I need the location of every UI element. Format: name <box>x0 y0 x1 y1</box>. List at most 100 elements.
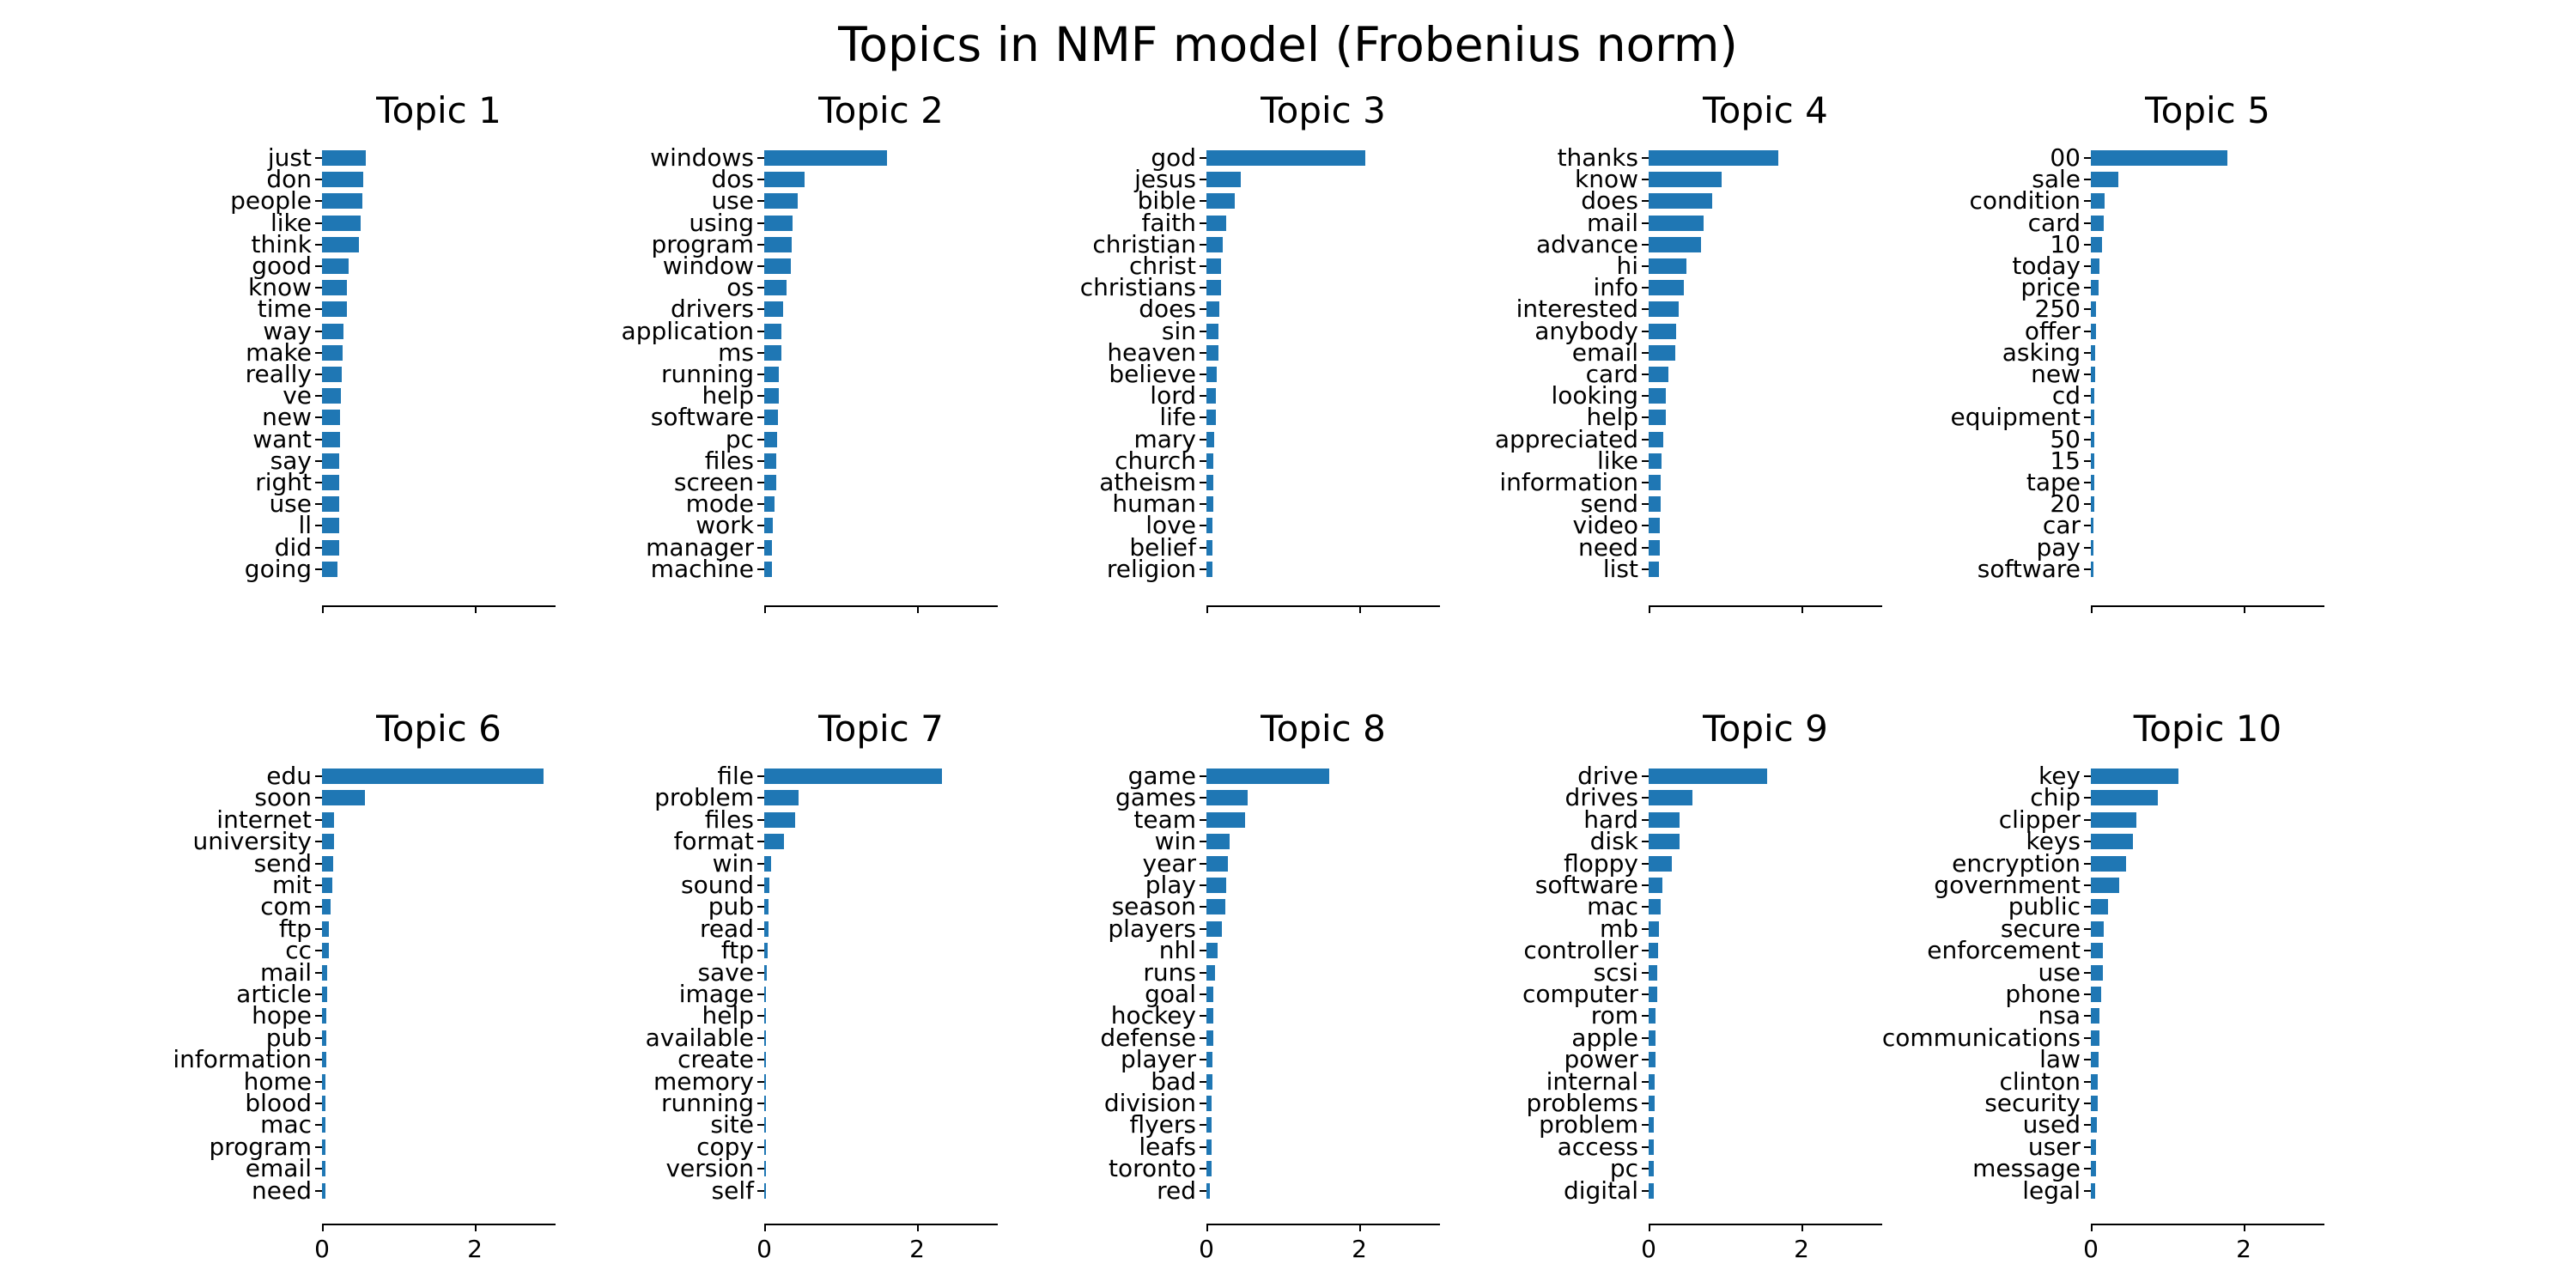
y-tick <box>757 1059 764 1060</box>
y-tick <box>1200 1081 1206 1083</box>
bar <box>764 1030 766 1046</box>
category-label: floppy <box>1564 849 1638 878</box>
category-label: new <box>2031 360 2081 388</box>
y-tick <box>1200 265 1206 267</box>
y-tick <box>757 972 764 974</box>
category-label: send <box>1580 489 1638 518</box>
bar <box>1206 1030 1213 1046</box>
x-tick <box>322 607 324 613</box>
y-tick <box>2084 308 2091 310</box>
category-label: player <box>1120 1045 1196 1073</box>
bar <box>2091 216 2104 231</box>
y-tick <box>1200 1015 1206 1017</box>
category-label: help <box>1586 403 1638 431</box>
y-tick <box>1200 352 1206 354</box>
bar <box>1649 769 1767 784</box>
bar <box>1206 899 1225 914</box>
x-axis <box>322 605 556 607</box>
bar <box>764 1008 766 1024</box>
x-tick <box>1359 1225 1361 1231</box>
bar <box>1206 237 1223 252</box>
category-label: enforcement <box>1927 936 2081 964</box>
x-tick <box>1649 1225 1650 1231</box>
bar <box>764 1117 766 1133</box>
bar <box>1649 172 1722 187</box>
bar <box>2091 150 2227 166</box>
category-label: running <box>660 360 754 388</box>
x-tick <box>1649 607 1650 613</box>
y-tick <box>315 1168 322 1170</box>
x-tick <box>1801 607 1803 613</box>
category-label: use <box>711 186 754 215</box>
bar <box>1206 812 1245 828</box>
category-label: make <box>246 338 312 367</box>
bar <box>764 856 771 872</box>
y-tick <box>757 244 764 246</box>
category-label: christians <box>1079 273 1196 301</box>
x-tick-label: 0 <box>1199 1235 1214 1263</box>
bar <box>322 367 342 382</box>
bar <box>322 790 365 805</box>
bar <box>764 280 787 295</box>
y-tick <box>2084 972 2091 974</box>
category-label: good <box>252 252 312 280</box>
category-label: work <box>696 511 754 539</box>
y-tick <box>2084 439 2091 440</box>
bar <box>764 1074 766 1090</box>
y-tick <box>1642 547 1649 549</box>
category-label: looking <box>1551 381 1638 410</box>
bar <box>1206 1183 1210 1199</box>
bar <box>1206 1052 1212 1067</box>
y-tick <box>2084 841 2091 842</box>
category-label: software <box>1977 555 2081 583</box>
bar <box>2091 301 2096 317</box>
category-label: play <box>1145 871 1196 899</box>
category-label: help <box>702 1001 754 1030</box>
bar <box>322 1183 325 1199</box>
bar <box>1649 1008 1656 1024</box>
category-label: memory <box>653 1067 754 1096</box>
bar <box>764 216 793 231</box>
y-tick <box>1200 244 1206 246</box>
bar <box>322 193 362 209</box>
y-tick <box>1200 906 1206 908</box>
category-label: pc <box>1609 1154 1638 1182</box>
y-tick <box>1642 374 1649 375</box>
category-label: window <box>662 252 754 280</box>
category-label: read <box>699 914 754 943</box>
y-tick <box>315 244 322 246</box>
category-label: legal <box>2022 1176 2081 1205</box>
bar <box>1206 943 1218 958</box>
bar <box>322 475 339 490</box>
category-label: message <box>1972 1154 2081 1182</box>
bar <box>2091 1096 2098 1111</box>
category-label: hard <box>1583 805 1638 834</box>
bar <box>322 324 343 339</box>
y-tick <box>1642 331 1649 332</box>
y-tick <box>315 928 322 930</box>
bar <box>764 878 769 893</box>
y-tick <box>315 439 322 440</box>
category-label: screen <box>673 468 754 496</box>
bar <box>322 345 343 361</box>
y-tick <box>1642 460 1649 462</box>
category-label: year <box>1142 849 1196 878</box>
y-tick <box>757 884 764 886</box>
y-tick <box>757 1168 764 1170</box>
bar <box>1206 540 1212 556</box>
category-label: think <box>251 230 312 258</box>
category-label: did <box>274 533 312 562</box>
bar <box>322 301 347 317</box>
category-label: site <box>710 1110 754 1139</box>
y-tick <box>1200 1124 1206 1126</box>
bar <box>1649 965 1657 981</box>
bar <box>1206 388 1216 404</box>
bar <box>1206 410 1216 425</box>
y-tick <box>757 775 764 777</box>
bar <box>1206 790 1248 805</box>
category-label: list <box>1602 555 1638 583</box>
category-label: image <box>678 980 754 1008</box>
y-tick <box>1642 503 1649 505</box>
y-tick <box>315 525 322 526</box>
x-tick <box>917 607 919 613</box>
